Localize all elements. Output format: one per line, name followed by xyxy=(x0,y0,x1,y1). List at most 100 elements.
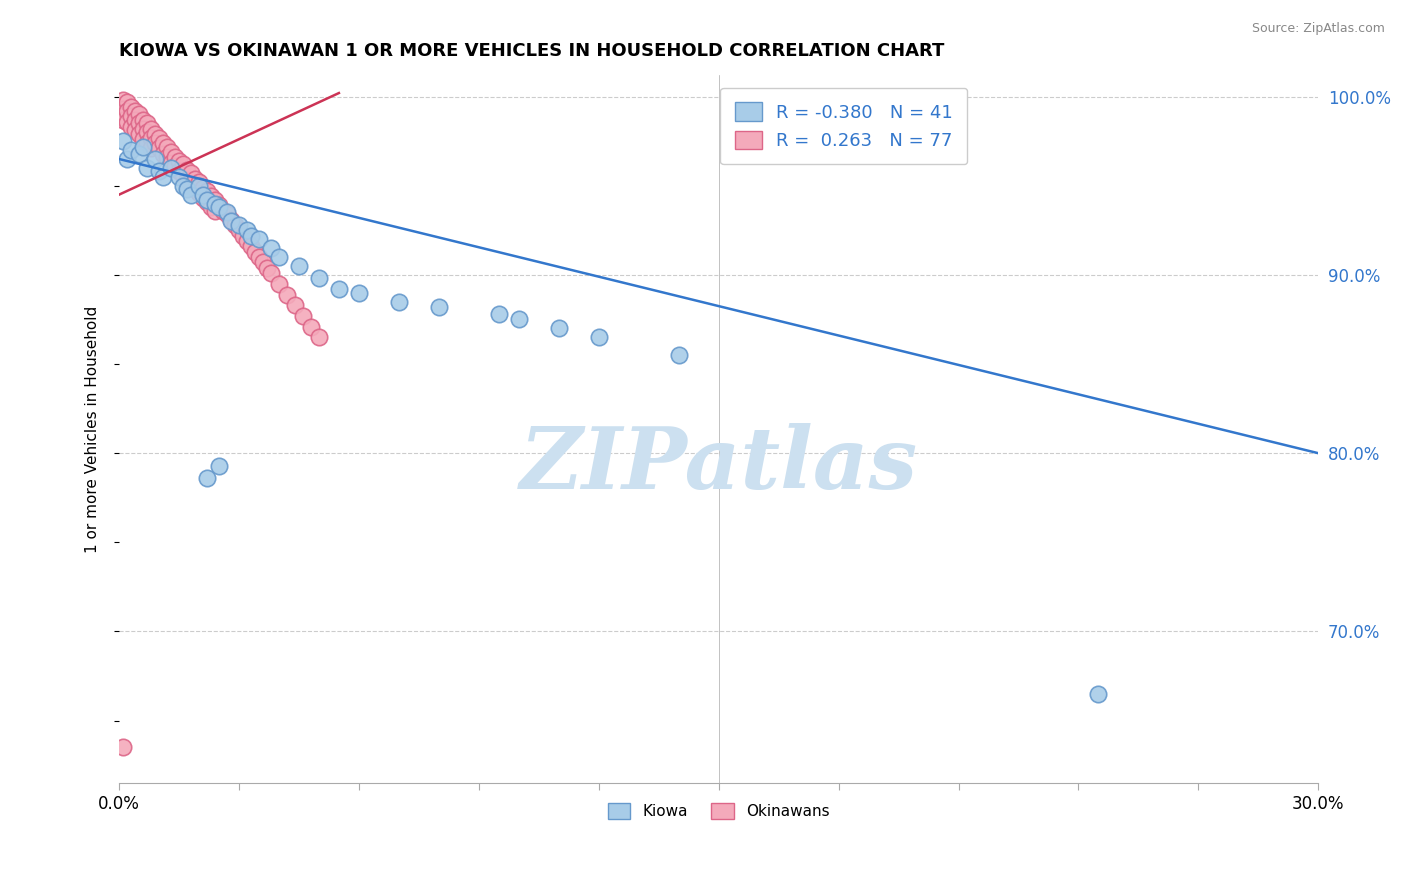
Point xyxy=(247,250,270,264)
Point xyxy=(508,312,530,326)
Point xyxy=(184,171,207,186)
Point xyxy=(136,161,159,175)
Point xyxy=(143,152,166,166)
Point xyxy=(488,307,510,321)
Point xyxy=(224,218,246,232)
Point xyxy=(204,203,226,218)
Point xyxy=(115,95,138,109)
Point xyxy=(188,186,211,200)
Point xyxy=(128,146,150,161)
Point xyxy=(236,223,259,237)
Point xyxy=(167,153,190,168)
Point xyxy=(156,150,179,164)
Point xyxy=(156,139,179,153)
Point xyxy=(180,187,202,202)
Point xyxy=(200,200,222,214)
Point xyxy=(132,121,155,136)
Text: KIOWA VS OKINAWAN 1 OR MORE VEHICLES IN HOUSEHOLD CORRELATION CHART: KIOWA VS OKINAWAN 1 OR MORE VEHICLES IN … xyxy=(120,42,945,60)
Point xyxy=(276,287,298,301)
Point xyxy=(204,196,226,211)
Point xyxy=(176,182,198,196)
Point xyxy=(260,241,283,255)
Point xyxy=(120,100,142,114)
Point xyxy=(228,223,250,237)
Point xyxy=(232,228,254,243)
Point xyxy=(148,164,170,178)
Point xyxy=(172,178,194,193)
Point xyxy=(124,103,146,118)
Point xyxy=(172,168,194,182)
Point xyxy=(308,271,330,285)
Point xyxy=(208,198,231,212)
Point xyxy=(191,180,214,194)
Point xyxy=(228,218,250,232)
Point xyxy=(152,169,174,184)
Point xyxy=(291,309,314,323)
Point xyxy=(176,173,198,187)
Point xyxy=(120,120,142,134)
Point xyxy=(180,166,202,180)
Point xyxy=(195,184,218,198)
Point xyxy=(195,193,218,207)
Point xyxy=(195,194,218,209)
Point xyxy=(120,143,142,157)
Point xyxy=(388,294,411,309)
Point xyxy=(299,319,322,334)
Point xyxy=(160,161,183,175)
Point xyxy=(191,187,214,202)
Point xyxy=(143,127,166,141)
Point xyxy=(112,740,135,755)
Point xyxy=(136,116,159,130)
Point xyxy=(132,139,155,153)
Point xyxy=(152,136,174,150)
Point xyxy=(176,162,198,177)
Point xyxy=(212,203,235,218)
Point xyxy=(115,114,138,128)
Point xyxy=(288,259,311,273)
Point xyxy=(120,109,142,123)
Point xyxy=(219,212,242,227)
Point xyxy=(112,93,135,107)
Point xyxy=(128,127,150,141)
Point xyxy=(160,145,183,159)
Point xyxy=(112,112,135,127)
Point xyxy=(252,255,274,269)
Point xyxy=(172,157,194,171)
Point xyxy=(308,330,330,344)
Point xyxy=(247,232,270,246)
Point xyxy=(239,239,262,253)
Point xyxy=(167,164,190,178)
Point xyxy=(139,130,162,145)
Point xyxy=(191,191,214,205)
Point xyxy=(200,189,222,203)
Point xyxy=(236,234,259,248)
Point xyxy=(267,250,290,264)
Point xyxy=(208,200,231,214)
Point xyxy=(243,244,266,259)
Point xyxy=(136,125,159,139)
Point xyxy=(128,107,150,121)
Point xyxy=(152,146,174,161)
Point xyxy=(184,182,207,196)
Point xyxy=(128,116,150,130)
Point xyxy=(347,285,370,300)
Point xyxy=(167,169,190,184)
Point xyxy=(547,321,569,335)
Point xyxy=(256,260,278,275)
Point xyxy=(328,282,350,296)
Legend: Kiowa, Okinawans: Kiowa, Okinawans xyxy=(602,797,837,825)
Point xyxy=(115,103,138,118)
Point xyxy=(195,471,218,485)
Point xyxy=(139,121,162,136)
Point xyxy=(208,458,231,473)
Point xyxy=(160,155,183,169)
Point xyxy=(112,102,135,116)
Point xyxy=(588,330,610,344)
Point xyxy=(139,141,162,155)
Point xyxy=(124,112,146,127)
Point xyxy=(260,266,283,280)
Point xyxy=(668,348,690,362)
Point xyxy=(188,178,211,193)
Point xyxy=(427,300,450,314)
Point xyxy=(239,228,262,243)
